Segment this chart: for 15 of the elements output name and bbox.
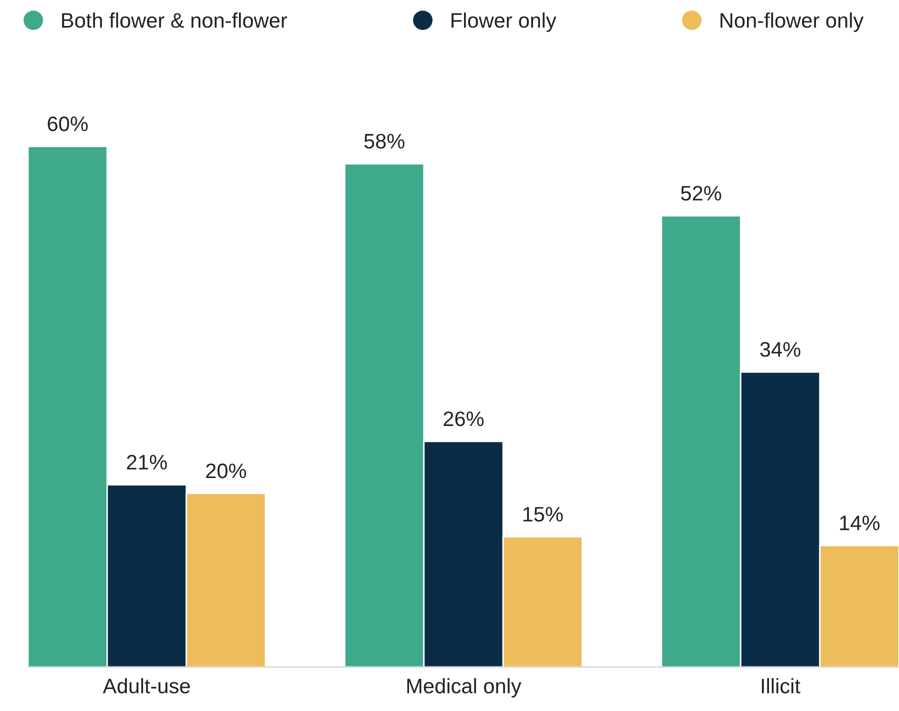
- x-tick-label: Medical only: [407, 678, 522, 698]
- data-label: 26%: [444, 411, 484, 426]
- data-label: 52%: [681, 186, 722, 201]
- data-label: 14%: [840, 516, 880, 530]
- data-label: 21%: [126, 454, 167, 470]
- legend-label: Both flower & non-flower: [62, 12, 288, 28]
- data-label: 15%: [523, 506, 563, 522]
- legend-label: Flower only: [452, 12, 556, 32]
- data-label: 34%: [760, 342, 800, 357]
- x-tick-label: Adult-use: [102, 678, 190, 694]
- data-label: 60%: [48, 116, 88, 132]
- legend-label: Non-flower only: [720, 12, 864, 32]
- x-tick-label: Illicit: [762, 678, 800, 694]
- data-label: 58%: [364, 134, 404, 149]
- data-label: 20%: [206, 464, 246, 478]
